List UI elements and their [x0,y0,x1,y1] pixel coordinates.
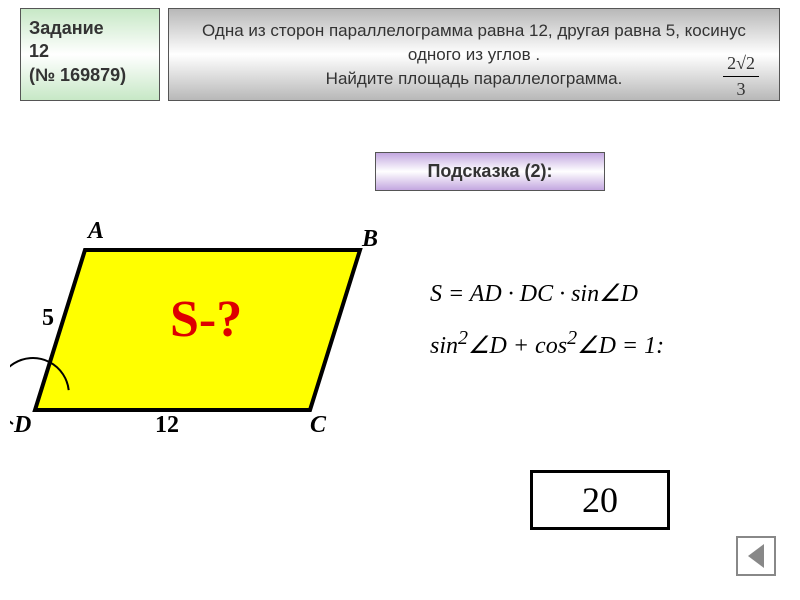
cos-denominator: 3 [723,77,759,102]
task-label-3: (№ 169879) [29,65,126,85]
answer-box: 20 [530,470,670,530]
vertex-b: B [362,226,378,253]
task-label-2: 12 [29,41,49,61]
vertex-a: A [88,218,104,245]
task-box: Задание 12 (№ 169879) [20,8,160,101]
side-dc: 12 [155,412,179,439]
formula-area: S = AD · DC · sin∠D [430,270,664,318]
task-label-1: Задание [29,18,104,38]
answer-value: 20 [582,479,618,521]
vertex-c: C [310,412,326,439]
prev-icon[interactable] [736,536,776,576]
hint-label: Подсказка (2): [427,161,552,181]
vertex-d: D [14,412,31,439]
area-question: S-? [170,290,242,349]
side-ad: 5 [42,305,54,332]
hint-button[interactable]: Подсказка (2): [375,152,605,191]
cos-fraction: 2√2 3 [723,51,759,102]
problem-box: Одна из сторон параллелограмма равна 12,… [168,8,780,101]
cos-numerator: 2√2 [723,51,759,77]
problem-text: Одна из сторон параллелограмма равна 12,… [202,21,746,88]
parallelogram-figure: A B C D 5 12 S-? [10,220,390,460]
formulas: S = AD · DC · sin∠D sin2∠D + cos2∠D = 1: [430,270,664,370]
formula-identity: sin2∠D + cos2∠D = 1: [430,318,664,370]
